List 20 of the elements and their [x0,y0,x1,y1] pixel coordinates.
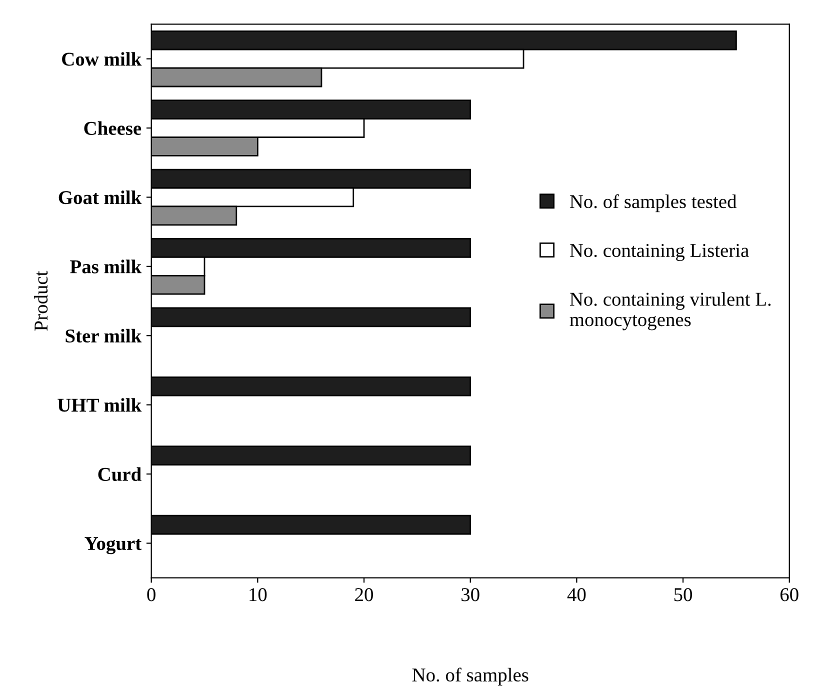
x-tick-label: 60 [780,588,798,602]
y-tick-label: Curd [98,467,142,482]
x-tick-label: 40 [567,588,586,602]
y-tick-label: Cow milk [62,52,142,66]
y-axis-title: Product [34,270,48,331]
y-tick-label: Pas milk [70,260,142,274]
legend-label: No. containing virulent L. monocytogenes [570,292,771,330]
x-tick-label: 20 [355,588,373,602]
y-tick-label: Yogurt [84,537,142,554]
y-tick-label: Goat milk [58,190,142,204]
legend-label: No. containing Listeria [570,244,749,262]
y-tick-label: Cheese [84,121,142,135]
y-tick-label: Ster milk [66,328,142,343]
legend-label: No. of samples tested [570,194,737,212]
x-axis-title: No. of samples [412,668,528,686]
y-tick-label: UHT milk [58,398,142,412]
x-tick-label: 50 [674,588,692,602]
x-tick-label: 30 [462,588,480,602]
x-tick-label: 0 [147,588,156,602]
x-tick-label: 10 [250,588,267,602]
